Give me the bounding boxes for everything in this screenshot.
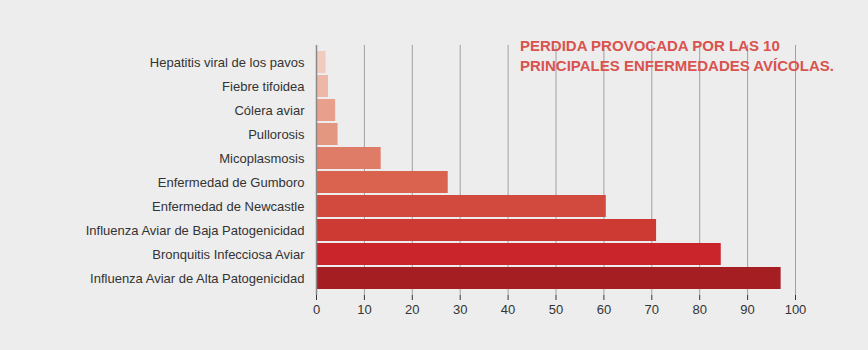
svg-text:Micoplasmosis: Micoplasmosis <box>219 151 305 166</box>
svg-text:Enfermedad de Newcastle: Enfermedad de Newcastle <box>152 199 304 214</box>
svg-text:90: 90 <box>740 302 754 317</box>
svg-text:Bronquitis Infecciosa Aviar: Bronquitis Infecciosa Aviar <box>152 247 305 262</box>
svg-text:Pullorosis: Pullorosis <box>248 127 305 142</box>
svg-text:0: 0 <box>313 302 320 317</box>
svg-text:40: 40 <box>501 302 515 317</box>
svg-text:100: 100 <box>785 302 807 317</box>
svg-text:60: 60 <box>597 302 611 317</box>
svg-text:20: 20 <box>405 302 419 317</box>
svg-text:Enfermedad de Gumboro: Enfermedad de Gumboro <box>158 175 305 190</box>
svg-text:80: 80 <box>692 302 706 317</box>
svg-text:50: 50 <box>549 302 563 317</box>
svg-text:Fiebre tifoidea: Fiebre tifoidea <box>222 79 305 94</box>
svg-text:Hepatitis viral de los pavos: Hepatitis viral de los pavos <box>150 55 305 70</box>
svg-text:30: 30 <box>453 302 467 317</box>
svg-text:10: 10 <box>357 302 371 317</box>
svg-text:70: 70 <box>645 302 659 317</box>
svg-text:Influenza Aviar de Baja Patoge: Influenza Aviar de Baja Patogenicidad <box>86 223 305 238</box>
html-text:PERDIDA PROVOCADA POR LAS 10 P: PERDIDA PROVOCADA POR LAS 10 PRINCIPALES… <box>520 37 834 74</box>
svg-text:Cólera aviar: Cólera aviar <box>234 103 305 118</box>
svg-text:Influenza Aviar de Alta Patoge: Influenza Aviar de Alta Patogenicidad <box>90 271 304 286</box>
